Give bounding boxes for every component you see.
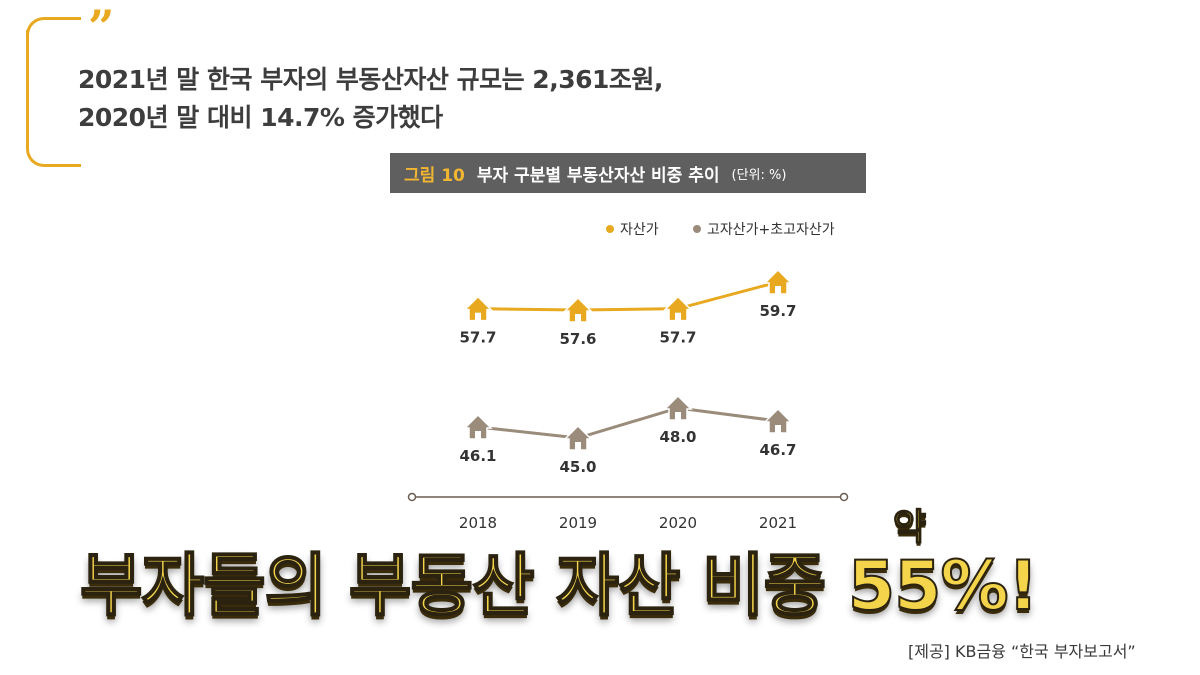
x-axis-end-cap xyxy=(839,492,849,502)
x-tick-label: 2020 xyxy=(659,514,697,532)
data-label: 48.0 xyxy=(659,428,696,446)
data-label: 57.7 xyxy=(659,329,696,347)
figure-title-bar: 그림 10 부자 구분별 부동산자산 비중 추이 (단위: %) xyxy=(390,153,866,193)
headline-badge: 약 xyxy=(892,506,927,549)
headline: 부자들의 부동산 자산 비중 55%! xyxy=(79,546,1040,627)
x-tick-label: 2021 xyxy=(759,514,797,532)
quote-line-2: 2020년 말 대비 14.7% 증가했다 xyxy=(78,103,443,132)
x-tick-label: 2019 xyxy=(559,514,597,532)
figure-unit: (단위: %) xyxy=(731,167,787,183)
house-marker-icon xyxy=(763,407,793,434)
series-line xyxy=(477,280,779,312)
house-marker-icon xyxy=(663,295,693,322)
data-label: 45.0 xyxy=(559,458,596,476)
quote-bracket-bottom xyxy=(26,140,81,167)
source-credit: [제공] KB금융 “한국 부자보고서” xyxy=(908,642,1136,661)
house-marker-icon xyxy=(563,296,593,323)
legend-marker xyxy=(693,225,701,233)
quote-bracket-top xyxy=(26,17,81,40)
legend-label: 고자산가+초고자산가 xyxy=(707,222,835,238)
legend-label: 자산가 xyxy=(620,222,659,238)
house-marker-icon xyxy=(463,295,493,322)
data-label: 46.1 xyxy=(459,447,496,465)
x-axis-start-cap xyxy=(407,492,417,502)
house-marker-icon xyxy=(763,268,793,295)
data-label: 57.6 xyxy=(559,330,596,348)
figure-title: 부자 구분별 부동산자산 비중 추이 xyxy=(476,165,720,186)
house-marker-icon xyxy=(463,413,493,440)
figure-number: 그림 10 xyxy=(404,165,465,186)
data-label: 57.7 xyxy=(459,329,496,347)
quote-line-1: 2021년 말 한국 부자의 부동산자산 규모는 2,361조원, xyxy=(78,65,663,94)
house-marker-icon xyxy=(663,394,693,421)
data-label: 59.7 xyxy=(759,302,796,320)
x-tick-label: 2018 xyxy=(459,514,497,532)
quote-bracket-side xyxy=(26,30,29,148)
data-label: 46.7 xyxy=(759,441,796,459)
house-marker-icon xyxy=(563,424,593,451)
series-line xyxy=(477,406,779,440)
legend-marker xyxy=(606,225,614,233)
quote-mark-icon: ” xyxy=(88,0,115,54)
